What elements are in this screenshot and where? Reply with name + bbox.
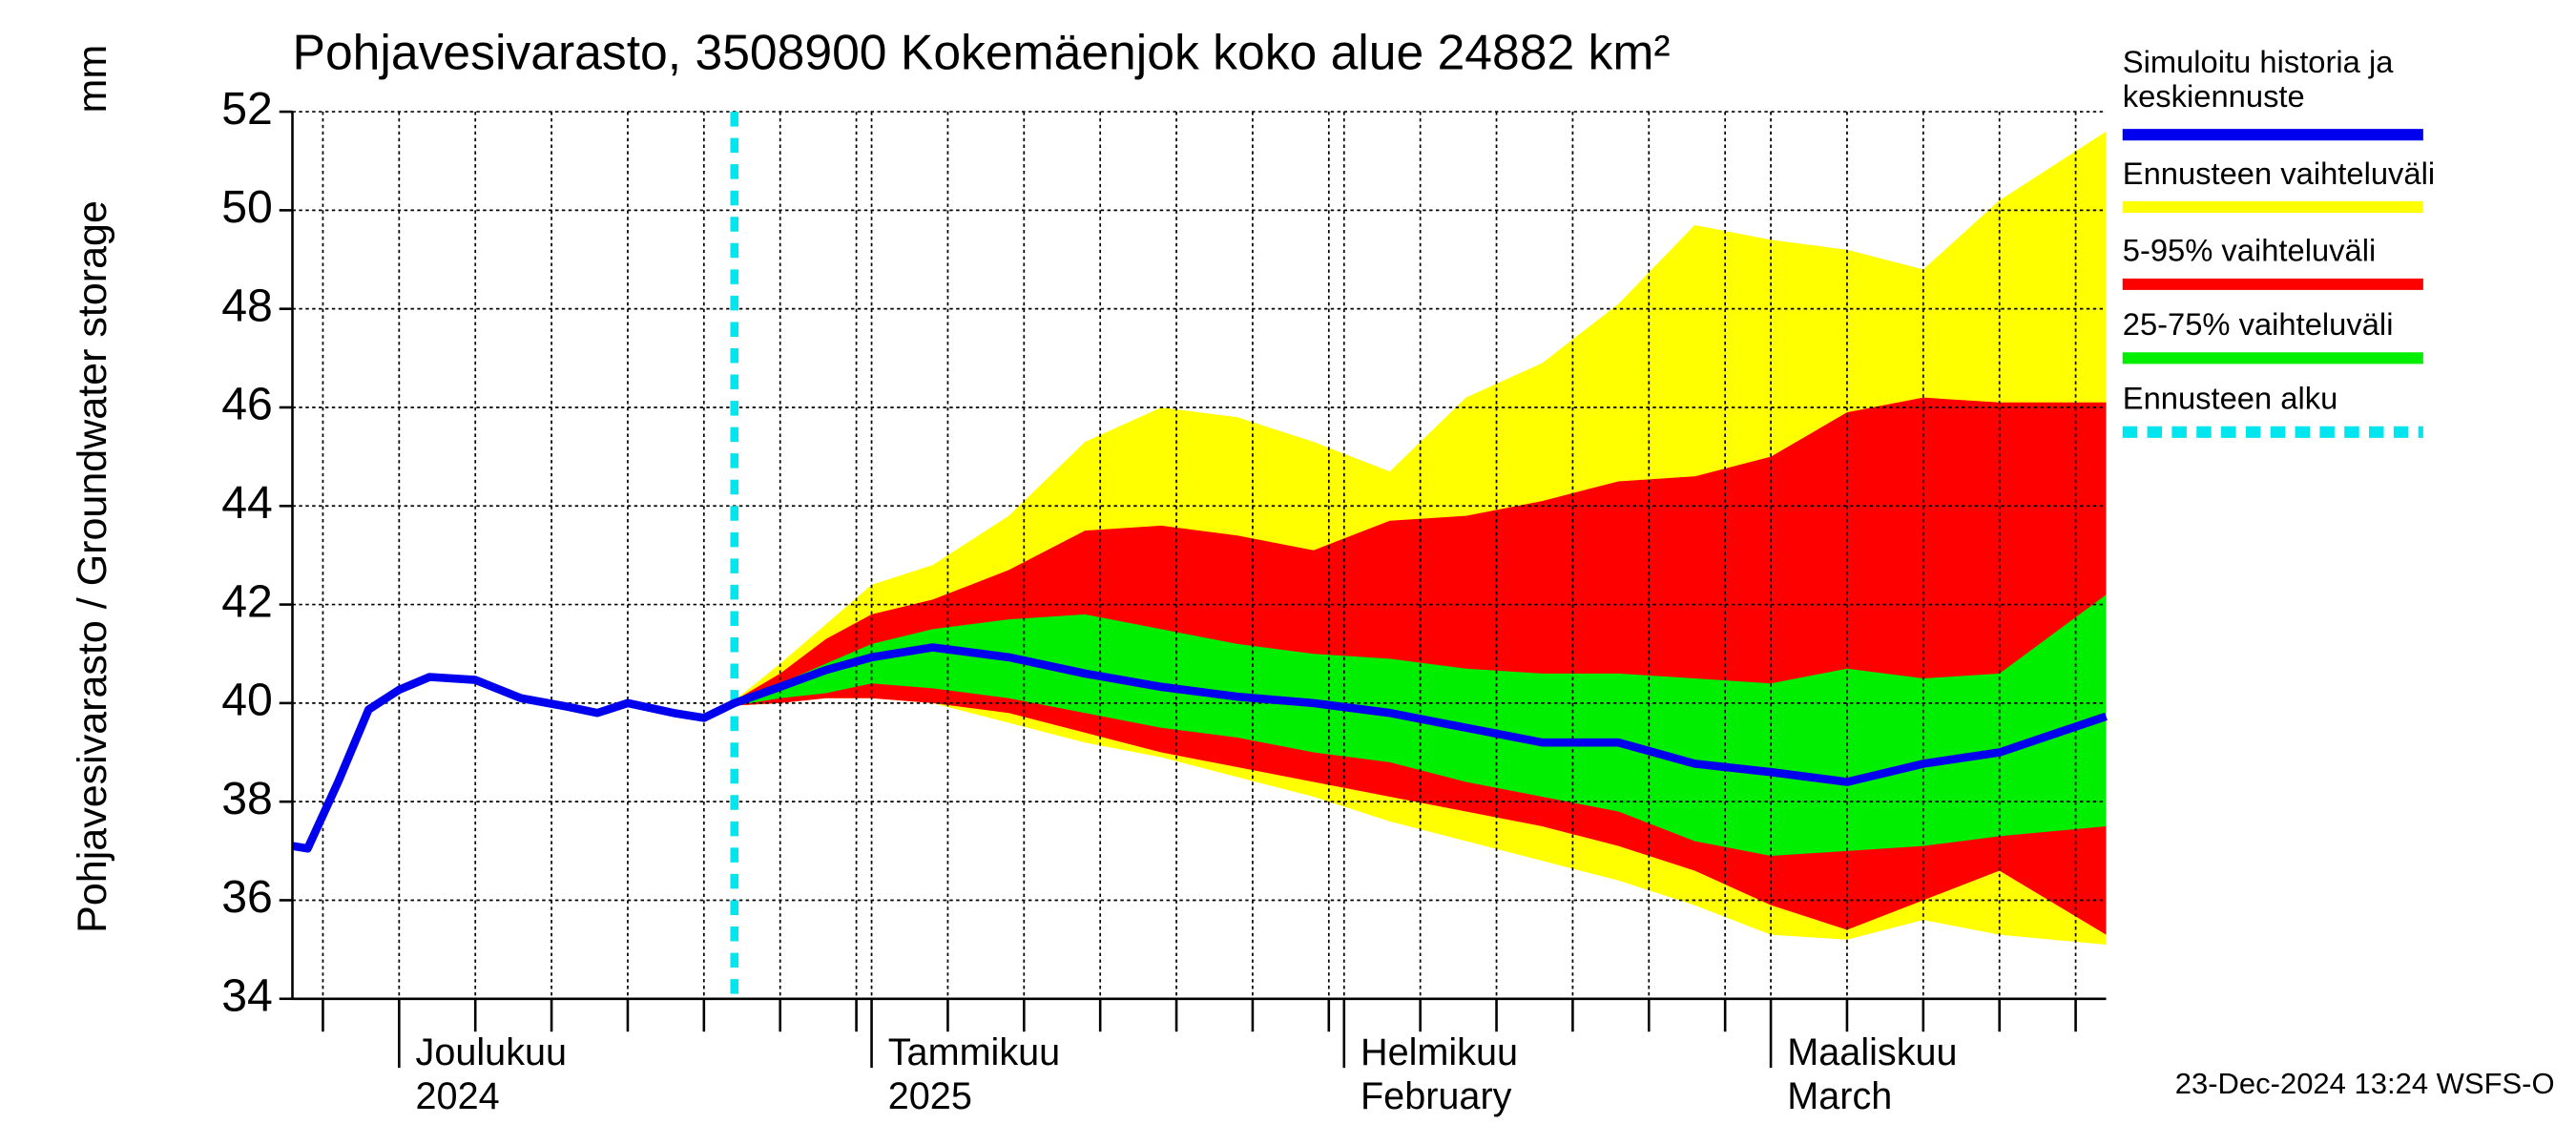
legend-label: Ennusteen alku xyxy=(2122,383,2338,418)
legend-label: Ennusteen vaihteluväli xyxy=(2122,157,2436,193)
x-tick-label: February xyxy=(1361,1075,1512,1117)
y-tick-label: 52 xyxy=(221,83,273,135)
x-tick-label: Maaliskuu xyxy=(1787,1031,1957,1073)
y-tick-label: 34 xyxy=(221,970,273,1022)
y-tick-label: 50 xyxy=(221,181,273,233)
y-axis-unit: mm xyxy=(70,45,115,114)
y-tick-label: 46 xyxy=(221,379,273,430)
legend-label-box: Ennusteen vaihteluväli xyxy=(2122,157,2436,193)
legend-label-box: 5-95% vaihteluväli xyxy=(2122,235,2377,270)
legend-label: 5-95% vaihteluväli xyxy=(2122,235,2377,270)
x-tick-label: Helmikuu xyxy=(1361,1031,1518,1073)
chart-title: Pohjavesivarasto, 3508900 Kokemäenjok ko… xyxy=(293,24,1671,79)
y-tick-label: 42 xyxy=(221,575,273,627)
y-tick-label: 48 xyxy=(221,280,273,331)
x-tick-label: March xyxy=(1787,1075,1892,1117)
x-tick-label: Joulukuu xyxy=(416,1031,568,1073)
x-tick-label: Tammikuu xyxy=(888,1031,1060,1073)
x-tick-label: 2025 xyxy=(888,1075,972,1117)
data-line xyxy=(291,643,2108,853)
x-tick-label: 2024 xyxy=(416,1075,500,1117)
legend-label-box: 25-75% vaihteluväli xyxy=(2122,308,2394,344)
y-tick-label: 36 xyxy=(221,871,273,923)
legend-label-box: Ennusteen alku xyxy=(2122,383,2338,418)
y-axis-label: Pohjavesivarasto / Groundwater storage xyxy=(70,200,115,933)
legend-label: 25-75% vaihteluväli xyxy=(2122,308,2394,344)
y-tick-label: 38 xyxy=(221,773,273,824)
lines xyxy=(291,112,2108,999)
y-tick-label: 40 xyxy=(221,675,273,726)
legend-label: Simuloitu historia ja keskiennuste xyxy=(2122,46,2394,115)
footer: 23-Dec-2024 13:24 WSFS-O xyxy=(2175,1067,2555,1100)
grid xyxy=(292,111,2107,1000)
legend-label-box: Simuloitu historia ja keskiennuste xyxy=(2122,46,2394,115)
y-tick-label: 44 xyxy=(221,477,273,529)
